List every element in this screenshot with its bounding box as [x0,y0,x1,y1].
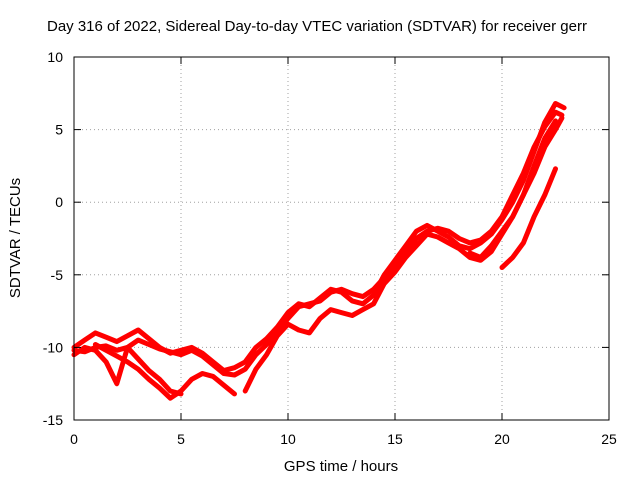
plot-frame [73,56,610,421]
series-group [71,101,567,401]
x-tick-label: 5 [177,431,185,447]
series-line-pass-4 [92,342,237,401]
y-axis-title: SDTVAR / TECUs [7,178,24,298]
chart-title: Day 316 of 2022, Sidereal Day-to-day VTE… [47,18,587,35]
x-axis-title: GPS time / hours [284,458,398,475]
series-line-pass-3 [71,344,184,397]
y-tick-label: -10 [43,339,63,355]
y-tick-label: 10 [47,49,63,65]
x-tick-label: 0 [70,431,78,447]
y-tick-label: 5 [55,122,63,138]
y-tick-label: -5 [51,267,64,283]
series-line-pass-6 [467,115,565,260]
series-line-pass-2 [71,101,567,374]
y-tick-label: -15 [43,412,63,428]
axis-ticks: 0 5 10 15 20 25 -15 -10 -5 0 5 10 [43,49,617,447]
x-tick-label: 25 [601,431,617,447]
x-tick-label: 15 [387,431,403,447]
x-tick-label: 20 [494,431,510,447]
y-tick-label: 0 [55,194,63,210]
series-line-pass-7 [499,166,558,270]
x-tick-label: 10 [280,431,296,447]
grid [74,57,609,420]
